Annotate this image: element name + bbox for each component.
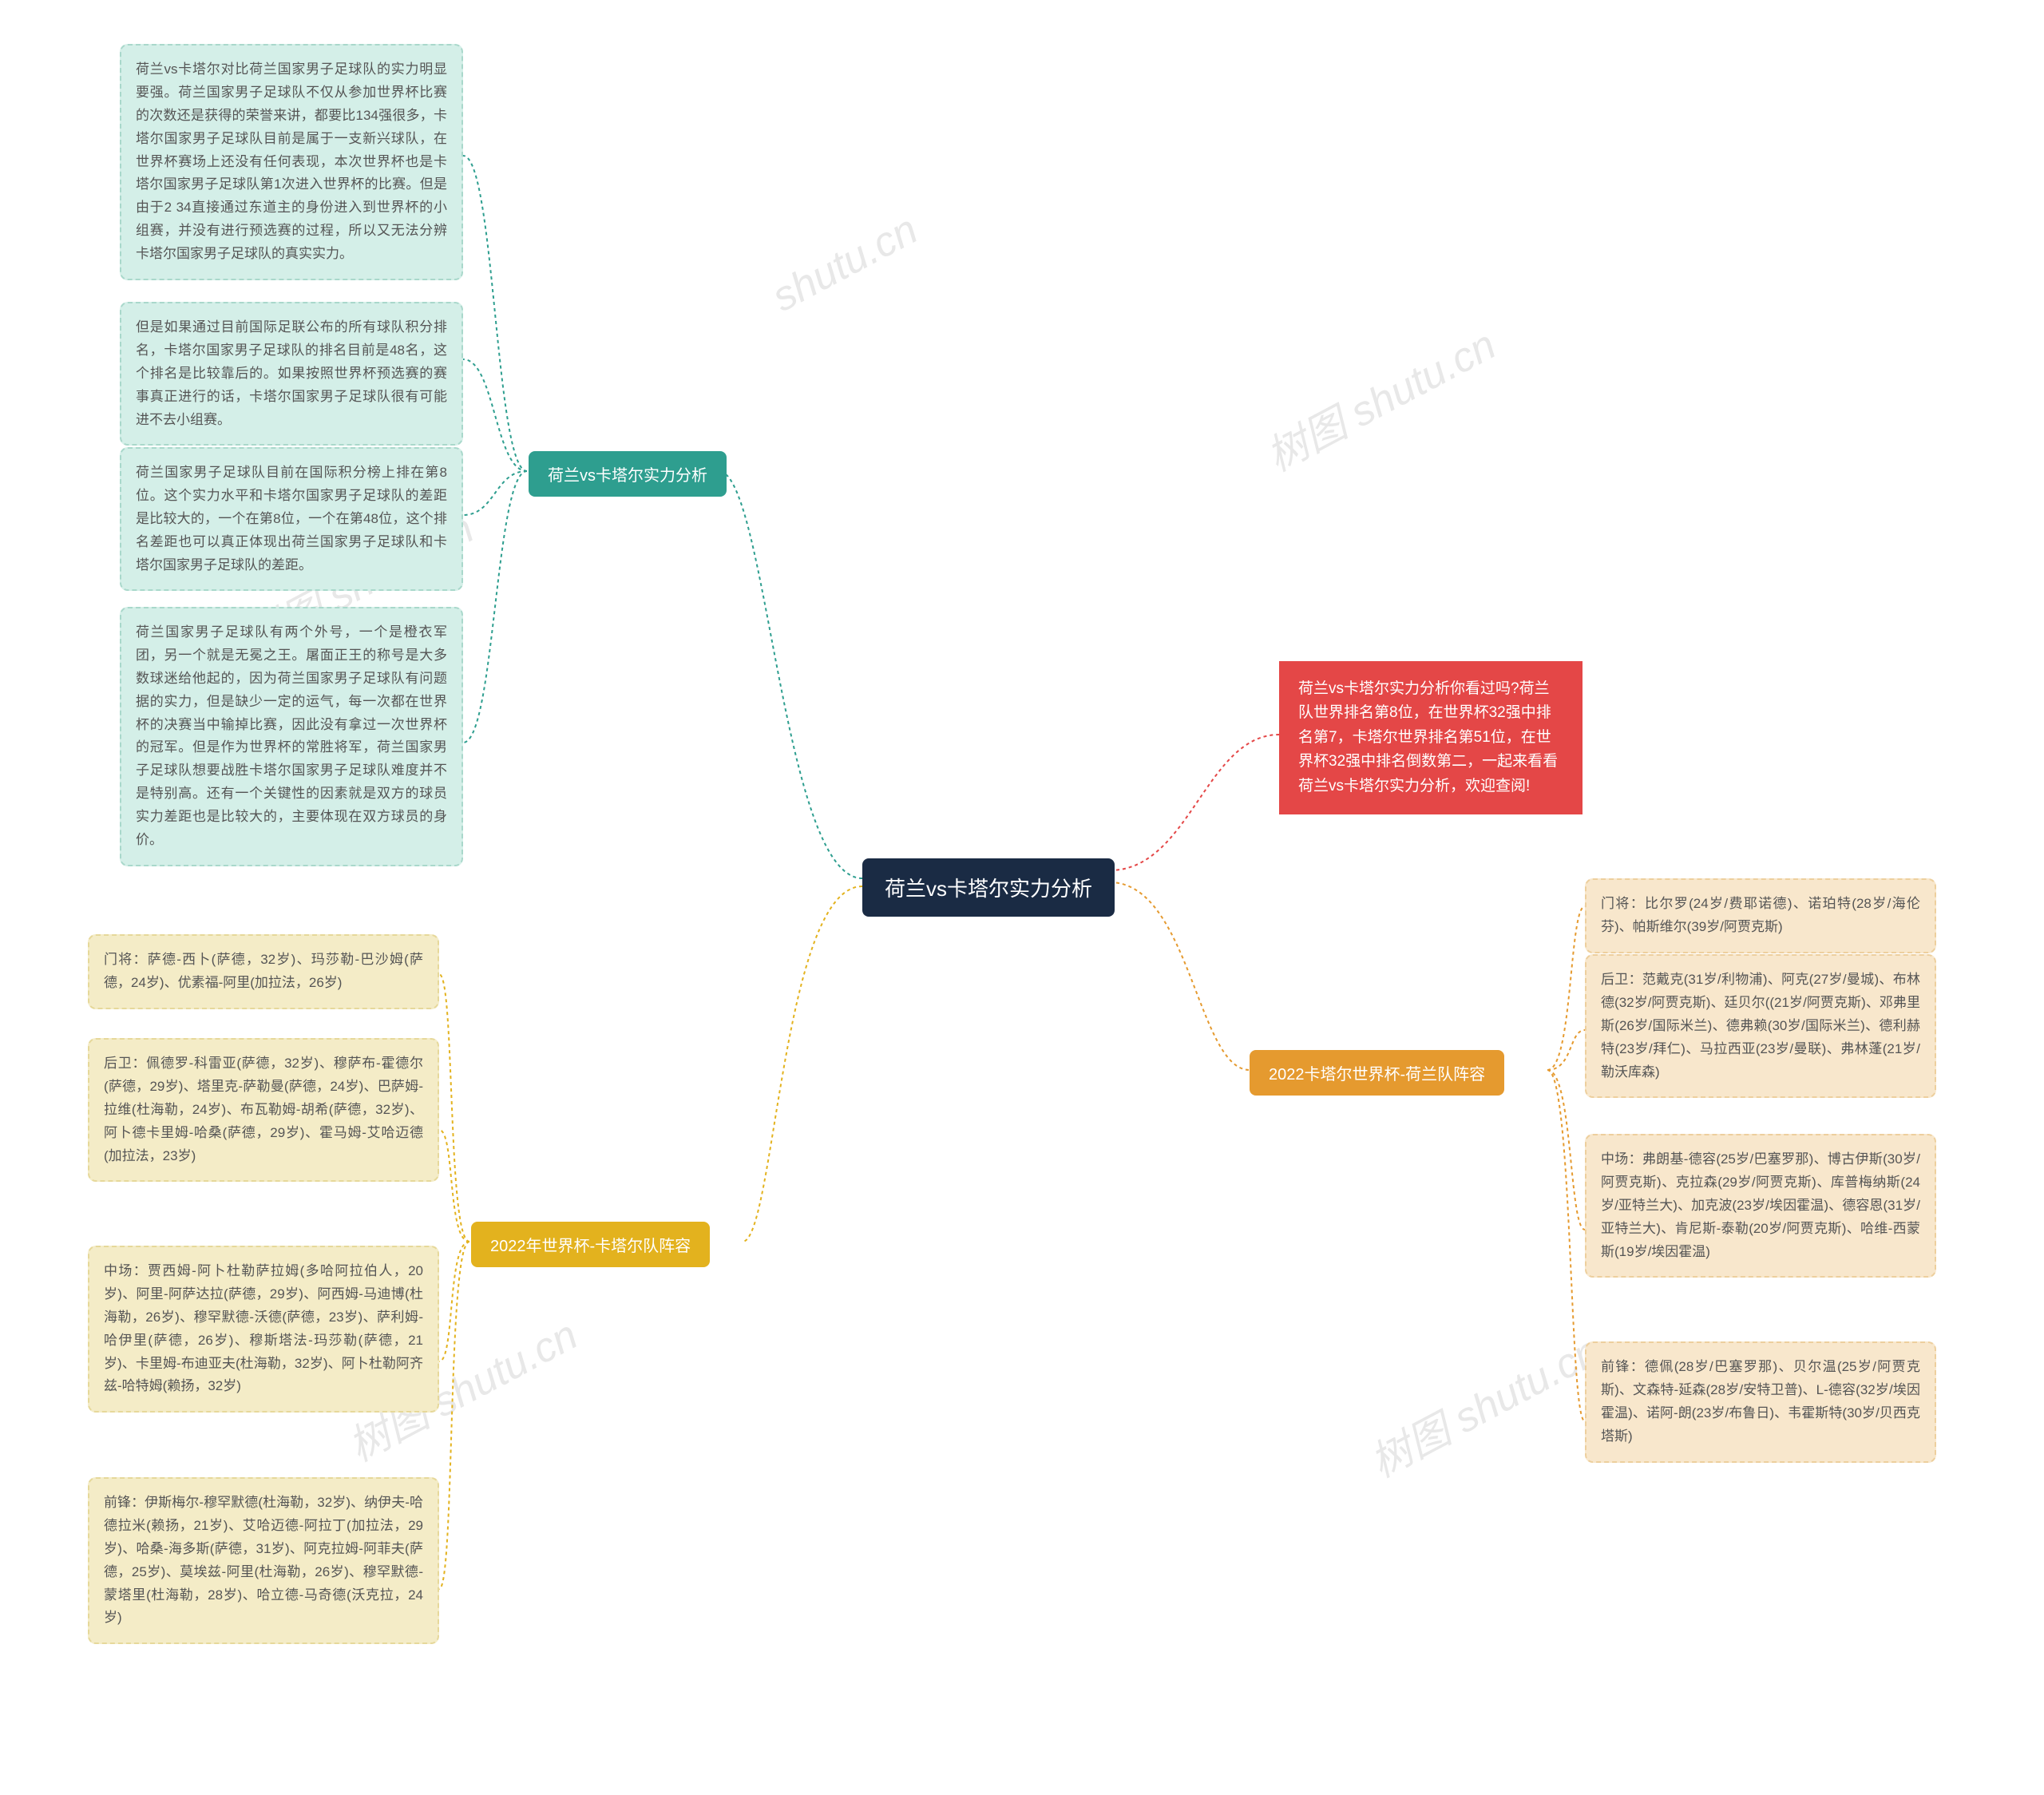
ned-leaf-gk[interactable]: 门将：比尔罗(24岁/费耶诺德)、诺珀特(28岁/海伦芬)、帕斯维尔(39岁/阿… [1585,878,1936,953]
root-node[interactable]: 荷兰vs卡塔尔实力分析 [862,858,1115,917]
branch-netherlands-squad[interactable]: 2022卡塔尔世界杯-荷兰队阵容 [1250,1050,1504,1096]
qatar-leaf-mf[interactable]: 中场：贾西姆-阿卜杜勒萨拉姆(多哈阿拉伯人，20岁)、阿里-阿萨达拉(萨德，29… [88,1246,439,1413]
qatar-leaf-df[interactable]: 后卫：佩德罗-科雷亚(萨德，32岁)、穆萨布-霍德尔(萨德，29岁)、塔里克-萨… [88,1038,439,1182]
branch-qatar-squad[interactable]: 2022年世界杯-卡塔尔队阵容 [471,1222,710,1267]
ned-leaf-fw[interactable]: 前锋：德佩(28岁/巴塞罗那)、贝尔温(25岁/阿贾克斯)、文森特-延森(28岁… [1585,1341,1936,1463]
intro-node[interactable]: 荷兰vs卡塔尔实力分析你看过吗?荷兰队世界排名第8位，在世界杯32强中排名第7，… [1279,661,1583,814]
watermark: shutu.cn [764,205,925,321]
watermark: 树图 shutu.cn [1358,1318,1608,1488]
analysis-leaf-2[interactable]: 但是如果通过目前国际足联公布的所有球队积分排名，卡塔尔国家男子足球队的排名目前是… [120,302,463,446]
watermark: 树图 shutu.cn [1254,311,1504,482]
ned-leaf-mf[interactable]: 中场：弗朗基-德容(25岁/巴塞罗那)、博古伊斯(30岁/阿贾克斯)、克拉森(2… [1585,1134,1936,1278]
analysis-leaf-1[interactable]: 荷兰vs卡塔尔对比荷兰国家男子足球队的实力明显要强。荷兰国家男子足球队不仅从参加… [120,44,463,280]
analysis-leaf-3[interactable]: 荷兰国家男子足球队目前在国际积分榜上排在第8位。这个实力水平和卡塔尔国家男子足球… [120,447,463,591]
analysis-leaf-4[interactable]: 荷兰国家男子足球队有两个外号，一个是橙衣军团，另一个就是无冕之王。屠面正王的称号… [120,607,463,866]
ned-leaf-df[interactable]: 后卫：范戴克(31岁/利物浦)、阿克(27岁/曼城)、布林德(32岁/阿贾克斯)… [1585,954,1936,1098]
branch-analysis[interactable]: 荷兰vs卡塔尔实力分析 [529,451,727,497]
qatar-leaf-gk[interactable]: 门将：萨德-西卜(萨德，32岁)、玛莎勒-巴沙姆(萨德，24岁)、优素福-阿里(… [88,934,439,1009]
qatar-leaf-fw[interactable]: 前锋：伊斯梅尔-穆罕默德(杜海勒，32岁)、纳伊夫-哈德拉米(赖扬，21岁)、艾… [88,1477,439,1644]
